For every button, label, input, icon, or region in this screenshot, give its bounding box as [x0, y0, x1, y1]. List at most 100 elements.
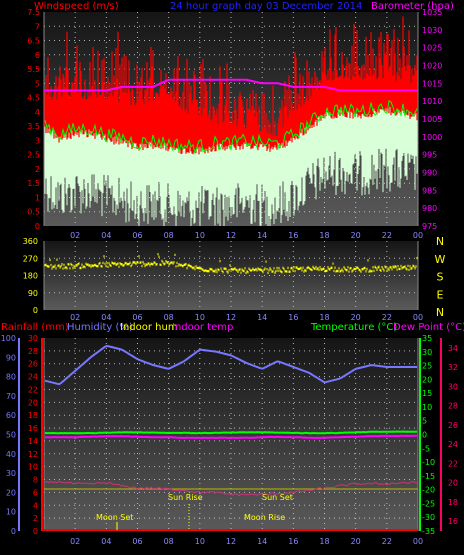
hour-tick-label: 08 — [164, 537, 174, 546]
wind-axis-tick: 2.5 — [27, 151, 40, 160]
temperature-axis-tick: 25 — [422, 362, 432, 371]
temperature-axis-tick: 35 — [422, 334, 432, 343]
indoor-temp-axis-tick: 16 — [448, 517, 458, 526]
hour-tick-label: 06 — [132, 231, 142, 240]
hour-tick-label: 14 — [257, 313, 267, 322]
dew-point-line — [45, 434, 417, 440]
rainfall-axis-tick: 18 — [28, 411, 38, 420]
indoor-temp-axis-tick: 34 — [448, 344, 458, 353]
rainfall-axis-tick: 26 — [28, 360, 38, 369]
temperature-axis-tick: -30 — [422, 513, 435, 522]
axis-labels: 7.576.565.554.543.532.521.510.5010351030… — [1, 8, 458, 546]
hour-tick-label: 18 — [319, 231, 329, 240]
humidity-axis-tick: 80 — [6, 373, 16, 382]
rainfall-axis-tick: 24 — [28, 373, 38, 382]
hour-tick-label: 14 — [257, 537, 267, 546]
rainfall-axis-tick: 8 — [33, 476, 38, 485]
hour-tick-label: 16 — [288, 537, 298, 546]
hour-tick-label: 12 — [226, 537, 236, 546]
barometer-axis-tick: 1020 — [422, 62, 442, 71]
temperature-axis-tick: -10 — [422, 458, 435, 467]
barometer-axis-tick: 1030 — [422, 26, 442, 35]
compass-label: S — [437, 271, 444, 284]
wind-axis-tick: 5 — [35, 79, 40, 88]
barometer-axis-tick: 990 — [422, 169, 437, 178]
legend-temperature: Temperature (°C) — [310, 322, 397, 333]
hour-tick-label: 12 — [226, 231, 236, 240]
humidity-axis-tick: 90 — [6, 353, 16, 362]
direction-axis-tick: 180 — [23, 272, 38, 281]
direction-panel-background — [44, 241, 418, 310]
temperature-axis-tick: 5 — [422, 417, 427, 426]
temperature-axis-tick: 20 — [422, 375, 432, 384]
wind-axis-tick: 4 — [35, 108, 40, 117]
humidity-axis-tick: 50 — [6, 431, 16, 440]
indoor-temp-axis-tick: 28 — [448, 402, 458, 411]
legend-humidity: Humidity (%) — [67, 322, 133, 333]
hour-tick-label: 16 — [288, 231, 298, 240]
rainfall-axis-tick: 22 — [28, 385, 38, 394]
direction-axis-tick: 90 — [28, 289, 38, 298]
moon-rise-label: Moon Rise — [244, 513, 285, 522]
hour-tick-label: 06 — [132, 313, 142, 322]
compass-label: E — [437, 288, 444, 301]
humidity-axis-tick: 10 — [6, 508, 16, 517]
legend-rainfall: Rainfall (mm) — [1, 322, 69, 333]
wind-axis-tick: 3 — [35, 136, 40, 145]
indoor-temp-axis-tick: 22 — [448, 459, 458, 468]
wind-axis-tick: 6.5 — [27, 37, 40, 46]
rainfall-axis-tick: 0 — [33, 527, 38, 536]
wind-axis-tick: 7 — [35, 22, 40, 31]
hour-tick-label: 22 — [382, 313, 392, 322]
barometer-line — [44, 78, 418, 92]
sun-set-label: Sun Set — [262, 493, 293, 502]
legend-indoor-temp: Indoor temp — [172, 322, 233, 333]
barometer-axis-tick: 975 — [422, 222, 437, 231]
direction-axis-tick: 0 — [33, 306, 38, 315]
hour-tick-label: 22 — [382, 537, 392, 546]
hour-tick-label: 20 — [351, 313, 361, 322]
wind-axis-tick: 2 — [35, 165, 40, 174]
hour-tick-label: 08 — [164, 313, 174, 322]
hour-tick-label: 16 — [288, 313, 298, 322]
humidity-axis-tick: 40 — [6, 450, 16, 459]
barometer-axis-tick: 1015 — [422, 79, 442, 88]
indoor-temp-axis-tick: 26 — [448, 421, 458, 430]
temperature-axis-tick: 15 — [422, 389, 432, 398]
barometer-axis-tick: 995 — [422, 151, 437, 160]
indoor-temp-axis-tick: 32 — [448, 363, 458, 372]
humidity-axis-tick: 0 — [11, 527, 16, 536]
barometer-axis-tick: 1005 — [422, 115, 442, 124]
humidity-axis-tick: 100 — [1, 334, 16, 343]
wind-axis-tick: 7.5 — [27, 8, 40, 17]
direction-axis-tick: 360 — [23, 237, 38, 246]
rainfall-axis-tick: 6 — [33, 488, 38, 497]
moon-set-label: Moon Set — [96, 513, 133, 522]
humidity-axis-tick: 70 — [6, 392, 16, 401]
barometer-axis-tick: 985 — [422, 186, 437, 195]
rainfall-axis-tick: 12 — [28, 450, 38, 459]
compass-label: N — [436, 235, 444, 248]
legend-indoor-hum: Indoor hum — [120, 322, 178, 333]
rainfall-axis-tick: 10 — [28, 463, 38, 472]
wind-axis-tick: 0 — [35, 222, 40, 231]
hour-tick-label: 02 — [70, 231, 80, 240]
rainfall-axis-tick: 28 — [28, 347, 38, 356]
humidity-line — [44, 344, 417, 386]
hour-tick-label: 04 — [101, 537, 111, 546]
rainfall-axis-tick: 20 — [28, 398, 38, 407]
chart-data-layer — [44, 16, 418, 531]
hour-tick-label: 04 — [101, 231, 111, 240]
header-barometer-label: Barometer (hpa) — [371, 1, 454, 12]
temperature-axis-tick: -20 — [422, 486, 435, 495]
barometer-axis-tick: 1000 — [422, 133, 442, 142]
rainfall-axis-tick: 4 — [33, 501, 38, 510]
indoor-temp-axis-tick: 20 — [448, 479, 458, 488]
legend-dew-point: Dew Point (°C) — [393, 322, 464, 333]
temperature-axis-tick: 30 — [422, 348, 432, 357]
hour-tick-label: 00 — [413, 313, 423, 322]
hour-tick-label: 20 — [351, 537, 361, 546]
hour-tick-label: 18 — [319, 537, 329, 546]
hour-tick-label: 02 — [70, 537, 80, 546]
